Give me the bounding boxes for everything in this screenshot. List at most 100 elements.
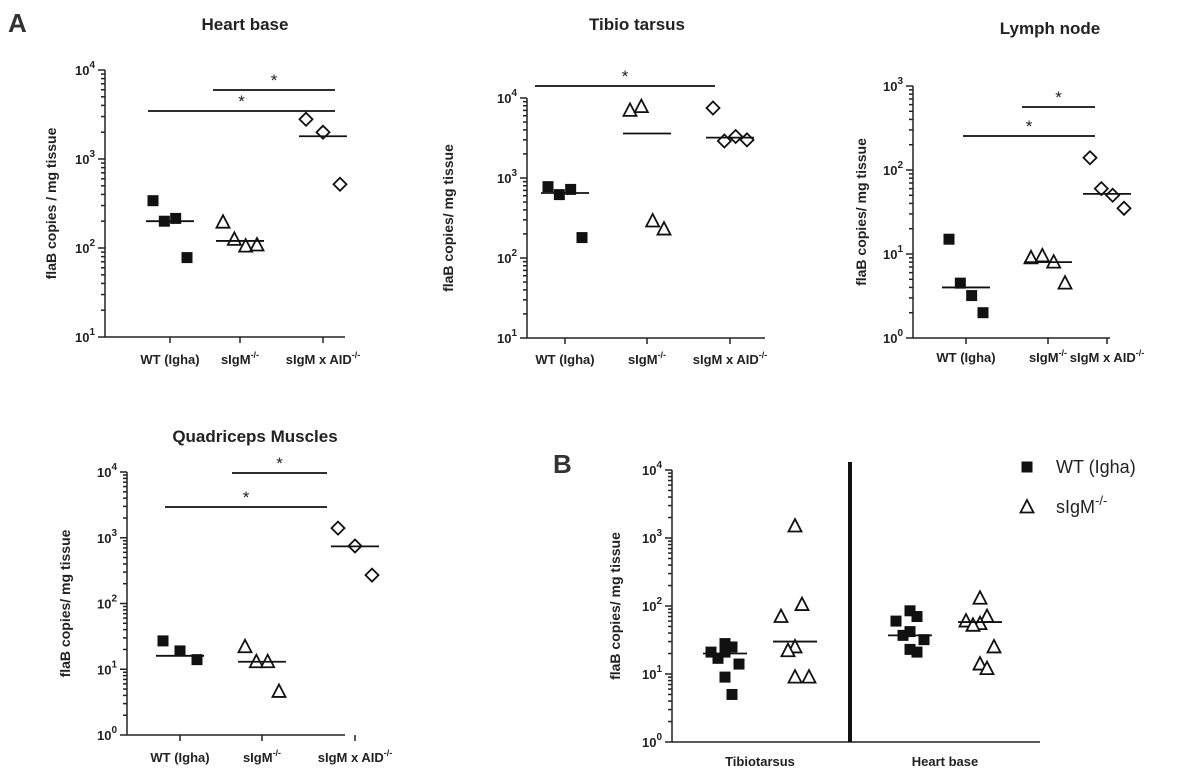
chart-2: Tibio tarsus 101 102 103 104 flaB copies/ mg … (440, 15, 767, 367)
y-axis-label: flaB copies/ mg tissue (440, 144, 456, 292)
significance-star: * (622, 67, 629, 86)
x-category-label: WT (Igha) (936, 350, 995, 365)
panel-letter-a: A (8, 8, 27, 38)
data-point (622, 101, 638, 117)
significance-star: * (243, 488, 250, 507)
x-category-label: sIgM x AID-/- (693, 350, 767, 367)
data-point (542, 181, 554, 193)
legend-label: WT (Igha) (1056, 457, 1136, 477)
y-tick-label: 103 (642, 528, 662, 546)
significance-star: * (1055, 88, 1062, 107)
y-tick-label: 103 (497, 168, 517, 186)
significance-star: * (271, 71, 278, 90)
data-point (215, 213, 231, 229)
data-point (1057, 274, 1073, 290)
data-point (726, 641, 738, 653)
y-tick-label: 104 (97, 462, 117, 480)
data-point (237, 237, 254, 253)
data-point (719, 646, 731, 658)
data-point (739, 132, 755, 148)
data-point (249, 236, 265, 252)
data-point (1104, 187, 1121, 204)
data-point (773, 607, 789, 623)
data-point (801, 668, 817, 684)
data-point (565, 183, 577, 195)
data-point (977, 307, 989, 319)
y-tick-label: 101 (883, 244, 903, 262)
data-point (226, 230, 243, 246)
data-point (904, 643, 916, 655)
data-point (1082, 149, 1098, 166)
data-point (726, 688, 738, 700)
data-point (181, 252, 193, 264)
data-point (705, 100, 721, 116)
x-category-label: sIgM-/- (221, 350, 259, 367)
x-category-label: sIgM-/- (628, 350, 666, 367)
y-tick-label: 104 (497, 88, 517, 106)
y-tick-label: 102 (97, 594, 117, 612)
data-point (1093, 180, 1110, 197)
chart-4: Quadriceps Muscles 100 101 102 103 104 flaB co… (57, 427, 392, 765)
data-point (911, 611, 923, 623)
data-point (1034, 246, 1051, 263)
y-tick-label: 104 (642, 460, 662, 478)
data-point (965, 616, 981, 632)
y-tick-label: 100 (642, 732, 662, 750)
data-point (972, 655, 988, 671)
data-point (633, 97, 650, 114)
y-tick-label: 100 (97, 725, 117, 743)
y-tick-label: 102 (883, 160, 903, 178)
chart-title: Heart base (202, 15, 289, 34)
y-tick-label: 100 (883, 328, 903, 346)
y-tick-label: 104 (75, 60, 95, 78)
data-point (170, 212, 182, 224)
data-point (298, 111, 314, 127)
panel-letter-b: B (553, 449, 572, 479)
x-category-label: sIgM x AID-/- (286, 350, 360, 367)
data-point (147, 195, 159, 207)
data-point (780, 641, 796, 658)
data-point (719, 671, 731, 683)
data-point (1116, 200, 1132, 217)
data-point (958, 612, 974, 628)
chart-5: 100 101 102 103 104 flaB copies/ mg tissue Tib… (607, 460, 1040, 769)
y-axis-label: flaB copies/ mg tissue (607, 532, 623, 680)
legend-label: sIgM-/- (1056, 493, 1107, 517)
data-point (918, 634, 930, 646)
x-category-label: sIgM x AID-/- (318, 748, 392, 765)
y-axis-label: flaB copies / mg tissue (43, 127, 59, 279)
x-category-label: WT (Igha) (535, 352, 594, 367)
significance-star: * (276, 454, 283, 473)
data-point (237, 637, 253, 654)
y-tick-label: 103 (883, 76, 903, 94)
data-point (157, 635, 169, 647)
legend: WT (Igha) sIgM-/- (1019, 457, 1136, 517)
data-point (904, 605, 916, 617)
y-tick-label: 103 (75, 149, 95, 167)
legend-marker-triangle (1019, 498, 1035, 514)
data-point (576, 232, 588, 244)
x-category-label: Tibiotarsus (725, 754, 795, 769)
y-tick-label: 102 (75, 238, 95, 256)
data-point (705, 646, 717, 658)
data-point (890, 615, 902, 627)
significance-star: * (238, 92, 245, 111)
data-point (787, 517, 803, 533)
data-point (794, 595, 810, 611)
data-point (332, 176, 348, 193)
data-point (787, 668, 803, 684)
data-point (271, 682, 287, 698)
data-point (1023, 248, 1039, 265)
data-point (943, 233, 955, 245)
chart-title: Tibio tarsus (589, 15, 685, 34)
data-point (733, 658, 745, 670)
y-tick-label: 101 (97, 659, 117, 677)
chart-1: Heart base 101 102 103 104 flaB copies / mg t… (43, 15, 360, 367)
data-point (364, 567, 380, 583)
x-category-label: Heart base (912, 754, 978, 769)
x-category-label: sIgM-/- (243, 748, 281, 765)
legend-marker-square (1021, 461, 1033, 473)
charts-container: Heart base 101 102 103 104 flaB copies / mg t… (43, 15, 1144, 769)
data-point (719, 638, 731, 650)
